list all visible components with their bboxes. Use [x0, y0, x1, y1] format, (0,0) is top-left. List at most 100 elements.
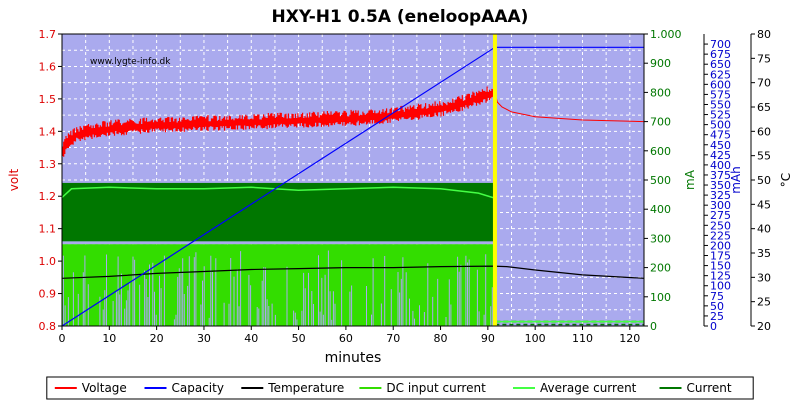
legend-box [46, 376, 754, 400]
y-tick-label: 0.8 [39, 320, 57, 333]
axis-title: mAh [729, 166, 743, 194]
data-bands [62, 182, 495, 326]
y-tick-label: 650 [710, 58, 731, 71]
x-tick-label: 60 [339, 332, 353, 345]
y-tick-label: 300 [650, 232, 671, 245]
y-tick-label: 175 [710, 250, 731, 263]
y-axis-temp: 20 25 30 35 40 45 50 55 60 65 70 75 80 °C [750, 28, 793, 333]
y-tick-label: 450 [710, 139, 731, 152]
y-tick-label: 75 [710, 290, 724, 303]
y-tick-label: 575 [710, 88, 731, 101]
series-dc-input-current-gaps [62, 250, 493, 326]
y-tick-label: 550 [710, 98, 731, 111]
y-tick-label: 325 [710, 189, 731, 202]
y-tick-label: 500 [710, 119, 731, 132]
series-current-band [62, 182, 495, 242]
y-tick-label: 625 [710, 68, 731, 81]
y-axis-ma: 0 100 200 300 400 500 600 700 800 900 1.000 mA [643, 28, 697, 333]
y-tick-label: 675 [710, 48, 731, 61]
x-tick-label: 30 [197, 332, 211, 345]
x-axis-label: minutes [325, 350, 382, 366]
x-tick-label: 120 [619, 332, 640, 345]
y-tick-label: 0 [650, 320, 657, 333]
y-tick-label: 1.2 [39, 190, 57, 203]
series-temperature [61, 265, 645, 279]
x-tick-label: 40 [244, 332, 258, 345]
y-tick-label: 400 [650, 203, 671, 216]
chart-title: HXY-H1 0.5A (eneloopAAA) [272, 7, 529, 27]
y-tick-label: 40 [757, 223, 771, 236]
y-tick-label: 1.4 [39, 125, 57, 138]
y-tick-label: 600 [710, 78, 731, 91]
legend-label: Capacity [172, 381, 224, 395]
y-tick-label: 50 [710, 300, 724, 313]
x-tick-label: 10 [102, 332, 116, 345]
y-tick-label: 150 [710, 260, 731, 273]
axis-title: mA [683, 169, 697, 190]
x-axis: 0 10 20 30 40 50 60 70 80 90 100 110 120 [59, 326, 640, 345]
y-tick-label: 300 [710, 199, 731, 212]
y-tick-label: 70 [757, 77, 771, 90]
y-tick-label: 60 [757, 125, 771, 138]
y-tick-label: 20 [757, 320, 771, 333]
y-tick-label: 425 [710, 149, 731, 162]
y-tick-label: 250 [710, 219, 731, 232]
y-tick-label: 25 [710, 310, 724, 323]
y-tick-label: 800 [650, 86, 671, 99]
y-tick-label: 25 [757, 296, 771, 309]
y-tick-label: 100 [650, 291, 671, 304]
x-tick-label: 50 [292, 332, 306, 345]
y-tick-label: 500 [650, 174, 671, 187]
legend-label: Average current [540, 381, 637, 395]
y-tick-label: 600 [650, 145, 671, 158]
y-tick-label: 700 [650, 116, 671, 129]
y-tick-label: 30 [757, 271, 771, 284]
watermark: www.lygte-info.dk [90, 57, 171, 67]
x-tick-label: 0 [59, 332, 66, 345]
y-tick-label: 35 [757, 247, 771, 260]
y-tick-label: 125 [710, 270, 731, 283]
series-voltage [61, 91, 645, 155]
y-tick-label: 45 [757, 198, 771, 211]
y-tick-label: 375 [710, 169, 731, 182]
y-tick-label: 0 [710, 320, 717, 333]
y-tick-label: 400 [710, 159, 731, 172]
y-tick-label: 50 [757, 174, 771, 187]
axis-title: °C [779, 173, 793, 187]
y-tick-label: 200 [710, 239, 731, 252]
y-tick-label: 1.1 [39, 223, 57, 236]
legend-label: Voltage [82, 381, 127, 395]
legend-label: Current [687, 381, 732, 395]
y-axis-mah: 0255075100125150175200225250275300325350… [703, 34, 743, 333]
y-tick-label: 1.0 [39, 255, 57, 268]
legend-label: DC input current [386, 381, 486, 395]
y-tick-label: 200 [650, 262, 671, 275]
x-tick-label: 110 [572, 332, 593, 345]
y-tick-label: 900 [650, 57, 671, 70]
y-tick-label: 350 [710, 179, 731, 192]
y-tick-label: 1.5 [39, 93, 57, 106]
axis-title: volt [7, 168, 21, 191]
y-tick-label: 225 [710, 229, 731, 242]
charge-end-marker [492, 34, 497, 326]
x-tick-label: 100 [525, 332, 546, 345]
y-tick-label: 275 [710, 209, 731, 222]
y-tick-label: 1.7 [39, 28, 57, 41]
series-dc-input-current-band [62, 244, 495, 326]
y-tick-label: 700 [710, 38, 731, 51]
y-tick-label: 525 [710, 109, 731, 122]
y-tick-label: 1.000 [650, 28, 682, 41]
legend-label: Temperature [267, 381, 344, 395]
y-tick-label: 80 [757, 28, 771, 41]
x-tick-label: 90 [481, 332, 495, 345]
x-tick-label: 20 [150, 332, 164, 345]
y-tick-label: 55 [757, 150, 771, 163]
legend: Voltage Capacity Temperature DC input curre… [46, 376, 754, 400]
y-axis-volt: 0.8 0.9 1.0 1.1 1.2 1.3 1.4 1.5 1.6 1.7 volt [7, 28, 63, 333]
y-tick-label: 75 [757, 52, 771, 65]
y-tick-label: 0.9 [39, 288, 57, 301]
x-tick-label: 70 [386, 332, 400, 345]
x-tick-label: 80 [434, 332, 448, 345]
y-tick-label: 100 [710, 280, 731, 293]
